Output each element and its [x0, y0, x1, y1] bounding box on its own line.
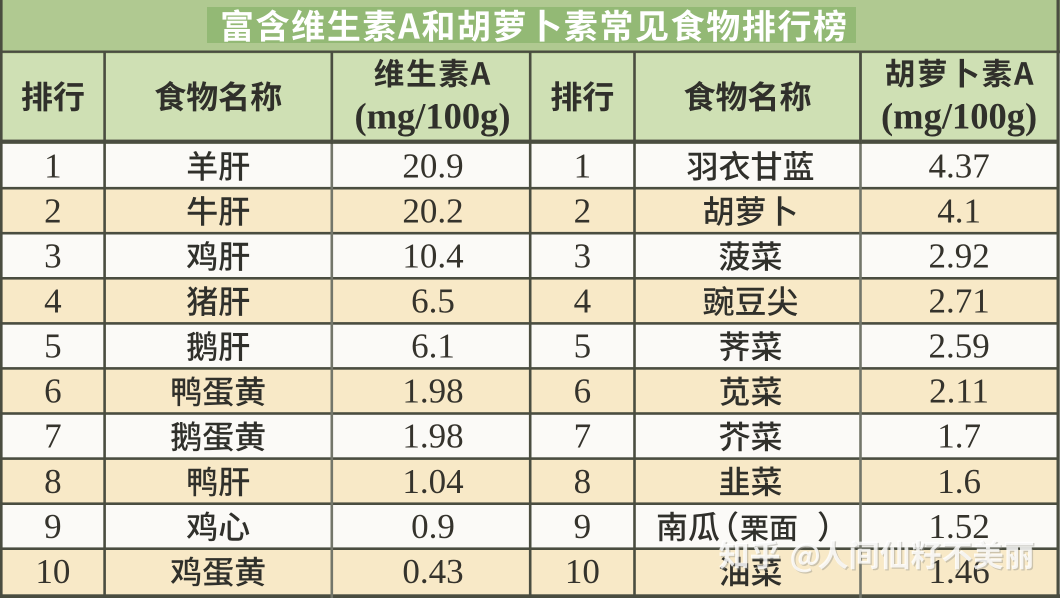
svg-text:5: 5: [44, 327, 62, 366]
svg-text:8: 8: [574, 462, 592, 501]
svg-text:1.7: 1.7: [937, 417, 981, 456]
svg-text:4.37: 4.37: [928, 146, 989, 185]
svg-text:6: 6: [574, 372, 592, 411]
svg-text:2.59: 2.59: [928, 327, 989, 366]
svg-text:1.98: 1.98: [402, 372, 463, 411]
svg-text:1: 1: [44, 146, 62, 185]
svg-text:8: 8: [44, 462, 62, 501]
svg-text:10.4: 10.4: [402, 237, 463, 276]
svg-text:2: 2: [44, 191, 62, 230]
svg-text:1.98: 1.98: [402, 417, 463, 456]
svg-text:9: 9: [574, 507, 592, 546]
svg-text:20.2: 20.2: [402, 191, 463, 230]
svg-text:3: 3: [44, 237, 62, 276]
svg-text:1.52: 1.52: [928, 507, 989, 546]
svg-text:3: 3: [574, 237, 592, 276]
svg-text:7: 7: [574, 417, 592, 456]
svg-text:1.6: 1.6: [937, 462, 981, 501]
svg-text:5: 5: [574, 327, 592, 366]
svg-text:4: 4: [44, 282, 62, 321]
svg-text:2.71: 2.71: [928, 282, 989, 321]
svg-text:2.11: 2.11: [929, 372, 989, 411]
svg-text:4: 4: [574, 282, 592, 321]
svg-text:7: 7: [44, 417, 62, 456]
svg-text:6.5: 6.5: [411, 282, 455, 321]
svg-text:20.9: 20.9: [402, 146, 463, 185]
svg-text:1.04: 1.04: [402, 462, 463, 501]
svg-text:10: 10: [565, 552, 600, 591]
svg-text:9: 9: [44, 507, 62, 546]
svg-text:2: 2: [574, 191, 592, 230]
svg-text:6: 6: [44, 372, 62, 411]
svg-text:0.9: 0.9: [411, 507, 455, 546]
svg-text:4.1: 4.1: [937, 191, 981, 230]
svg-text:1: 1: [574, 146, 592, 185]
svg-text:(mg/100g): (mg/100g): [354, 96, 510, 137]
svg-text:6.1: 6.1: [411, 327, 455, 366]
svg-text:10: 10: [35, 552, 70, 591]
svg-text:2.92: 2.92: [928, 237, 989, 276]
svg-text:0.43: 0.43: [402, 552, 463, 591]
svg-text:(mg/100g): (mg/100g): [881, 96, 1037, 137]
